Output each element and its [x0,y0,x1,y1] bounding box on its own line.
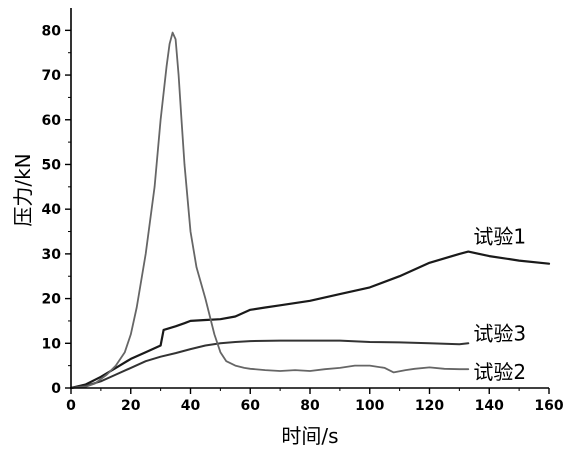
series-labels: 试验1 试验3 试验2 [473,225,526,385]
x-tick-label: 20 [121,398,141,414]
plot-lines [69,31,551,390]
x-tick-label: 40 [181,398,201,414]
x-axis-title: 时间/s [281,424,338,448]
y-tick-label: 60 [42,113,62,129]
y-tick-label: 70 [42,68,62,84]
y-tick-label: 40 [42,202,62,218]
y-tick-label: 20 [42,292,62,308]
x-tick-label: 100 [355,398,384,414]
x-tick-label: 160 [534,398,563,414]
series-label-试验3: 试验3 [473,321,526,345]
y-tick-label: 50 [42,157,62,173]
series-label-试验2: 试验2 [473,360,526,384]
y-tick-label: 30 [42,247,62,263]
y-axis-title: 压力/kN [11,153,35,226]
series-label-试验1: 试验1 [473,225,526,249]
x-tick-label: 140 [475,398,504,414]
x-tick-label: 120 [415,398,444,414]
y-tick-label: 80 [42,23,62,39]
series-line-试验3 [70,339,470,389]
y-tick-label: 10 [42,336,62,352]
x-tick-label: 60 [241,398,261,414]
series-line-试验2 [70,31,470,389]
y-tick-label: 0 [51,381,61,397]
x-tick-label: 80 [300,398,320,414]
series-line-试验1 [69,250,551,390]
x-tick-label: 0 [66,398,76,414]
ticks: 0 20 40 60 80 100 120 140 160 0 10 20 30 40 50 60 70 80 [42,23,564,414]
